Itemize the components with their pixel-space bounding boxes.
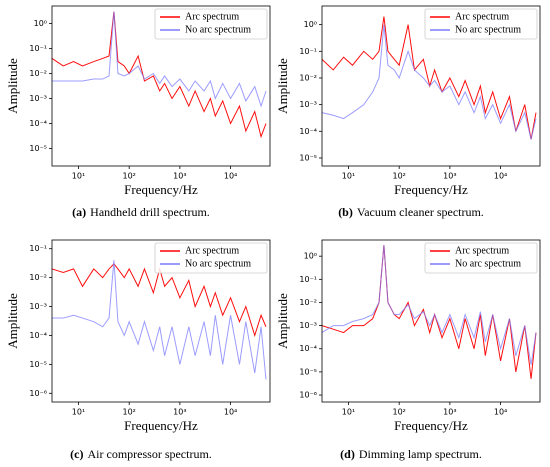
spectrum-line (51, 263, 267, 338)
caption: (b) Vacuum cleaner spectrum. (338, 205, 484, 219)
x-axis-label: Frequency/Hz (394, 182, 468, 197)
x-tick-label: 10³ (443, 172, 456, 181)
x-tick-label: 10² (122, 172, 135, 181)
y-tick-label: 10⁻⁵ (299, 153, 317, 162)
y-tick-label: 10⁻⁵ (29, 144, 47, 153)
spectrum-line (321, 16, 537, 140)
caption: (a) Handheld drill spectrum. (72, 205, 210, 219)
caption-label: (b) (338, 205, 353, 219)
legend-box (154, 8, 268, 40)
y-tick-label: 10⁻⁴ (299, 344, 317, 353)
x-tick-label: 10² (392, 408, 405, 417)
legend-box (424, 242, 538, 274)
plot-frame (51, 239, 271, 403)
x-tick-label: 10⁴ (224, 172, 237, 181)
spectrum-line (52, 11, 267, 108)
y-tick-label: 10⁻⁴ (299, 127, 317, 136)
y-tick-label: 10⁻³ (299, 100, 317, 109)
legend-label: No arc spectrum (185, 258, 251, 269)
y-tick-label: 10⁻² (29, 273, 47, 282)
x-axis-label: Frequency/Hz (124, 182, 198, 197)
y-tick-label: 10⁰ (304, 20, 317, 29)
y-tick-label: 10⁻¹ (29, 244, 47, 253)
x-tick-label: 10¹ (72, 172, 85, 181)
spectrum-line (321, 245, 537, 379)
x-tick-label: 10¹ (342, 408, 355, 417)
plot-frame (321, 239, 541, 403)
y-tick-label: 10⁰ (34, 19, 47, 28)
y-tick-label: 10⁻⁶ (299, 391, 317, 400)
caption-text: Dimming lamp spectrum. (359, 447, 482, 461)
y-tick-label: 10⁻¹ (299, 275, 317, 284)
y-axis-label: Amplitude (5, 293, 20, 349)
x-tick-label: 10³ (173, 172, 186, 181)
subplot: 10¹ 10² 10³ 10⁴ 10⁻⁵ 10⁻⁴ 10⁻³ 10⁻² 10⁻¹ 10⁰ Frequ… (5, 5, 271, 197)
y-tick-label: 10⁻⁵ (299, 367, 317, 376)
legend-label: Arc spectrum (455, 245, 509, 256)
y-tick-label: 10⁻⁵ (29, 360, 47, 369)
y-tick-label: 10⁻³ (299, 321, 317, 330)
plot-frame (321, 5, 541, 167)
legend-label: No arc spectrum (185, 24, 251, 35)
y-tick-label: 10⁻² (299, 73, 317, 82)
y-tick-label: 10⁻² (29, 69, 47, 78)
x-tick-label: 10³ (443, 408, 456, 417)
x-axis-label: Frequency/Hz (124, 418, 198, 433)
legend-label: Arc spectrum (455, 11, 509, 22)
y-tick-label: 10⁻¹ (299, 47, 317, 56)
spectrum-line (52, 260, 267, 380)
x-tick-label: 10² (392, 172, 405, 181)
legend-label: No arc spectrum (455, 258, 521, 269)
x-tick-label: 10¹ (342, 172, 355, 181)
caption-label: (d) (340, 447, 355, 461)
subplot: 10¹ 10² 10³ 10⁴ 10⁻⁵ 10⁻⁴ 10⁻³ 10⁻² 10⁻¹ 10⁰ Frequ… (275, 5, 541, 197)
x-tick-label: 10³ (173, 408, 186, 417)
caption-label: (a) (72, 205, 86, 219)
legend-label: No arc spectrum (455, 24, 521, 35)
plot-frame (51, 5, 271, 167)
caption: (c) Air compressor spectrum. (70, 447, 212, 461)
spectrum-line (321, 24, 537, 140)
subplot: 10¹ 10² 10³ 10⁴ 10⁻⁶ 10⁻⁵ 10⁻⁴ 10⁻³ 10⁻² 10⁻¹ Freq… (5, 239, 271, 433)
spectrum-line (321, 245, 537, 365)
y-tick-label: 10⁻¹ (29, 44, 47, 53)
caption-text: Air compressor spectrum. (88, 447, 212, 461)
y-tick-label: 10⁰ (304, 252, 317, 261)
y-axis-label: Amplitude (5, 58, 20, 114)
x-tick-label: 10⁴ (494, 408, 507, 417)
y-axis-label: Amplitude (275, 293, 290, 349)
caption-text: Vacuum cleaner spectrum. (357, 205, 484, 219)
caption-label: (c) (70, 447, 83, 461)
x-tick-label: 10¹ (72, 408, 85, 417)
legend-label: Arc spectrum (185, 245, 239, 256)
x-tick-label: 10⁴ (224, 408, 237, 417)
legend-label: Arc spectrum (185, 11, 239, 22)
x-axis-label: Frequency/Hz (394, 418, 468, 433)
y-tick-label: 10⁻⁴ (29, 331, 47, 340)
legend-box (154, 242, 268, 274)
caption-text: Handheld drill spectrum. (90, 205, 210, 219)
y-tick-label: 10⁻³ (29, 94, 47, 103)
caption: (d) Dimming lamp spectrum. (340, 447, 482, 461)
subplot: 10¹ 10² 10³ 10⁴ 10⁻⁶ 10⁻⁵ 10⁻⁴ 10⁻³ 10⁻² 10⁻¹ 10⁰ F… (275, 239, 541, 433)
y-tick-label: 10⁻⁶ (29, 389, 47, 398)
x-tick-label: 10² (122, 408, 135, 417)
y-axis-label: Amplitude (275, 58, 290, 114)
y-tick-label: 10⁻³ (29, 302, 47, 311)
y-tick-label: 10⁻² (299, 298, 317, 307)
y-tick-label: 10⁻⁴ (29, 119, 47, 128)
legend-box (424, 8, 538, 40)
x-tick-label: 10⁴ (494, 172, 507, 181)
spectrum-line (51, 11, 267, 139)
